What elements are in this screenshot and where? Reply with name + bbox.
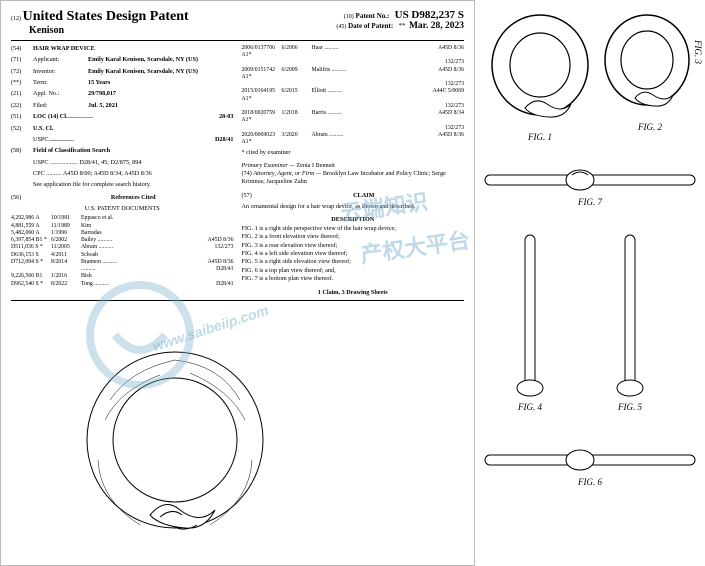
ref-row: 4,881,559 A11/1989Kim <box>11 223 234 230</box>
page-title: United States Design Patent <box>23 9 189 24</box>
fig-6: FIG. 6 <box>480 445 700 487</box>
references-head: References Cited <box>33 194 234 202</box>
filed-date: Jul. 5, 2021 <box>88 102 234 110</box>
inventor: Emily Karal Kenison, Scarsdale, NY (US) <box>88 68 234 76</box>
ref-row: 2020/0069023 A1*3/2020Abram ..........A4… <box>242 132 465 146</box>
left-column: (54)HAIR WRAP DEVICE (71)Applicant:Emily… <box>11 45 234 300</box>
ref-row: 2015/0164195 A1*6/2015Elliott ..........… <box>242 88 465 102</box>
appl-no: 29/798,017 <box>88 90 234 98</box>
ref-row: 2018/0020759 A1*1/2018Harris ..........A… <box>242 110 465 124</box>
fig-4: FIG. 4 <box>515 230 545 412</box>
ref-row: 4,292,986 A10/1981Eppasco et al. <box>11 215 234 222</box>
desc-line: FIG. 3 is a rear elevation view thereof; <box>242 242 465 250</box>
tag-12: (12) <box>11 16 21 22</box>
desc-line: FIG. 5 is a right side elevation view th… <box>242 258 465 266</box>
body-columns: (54)HAIR WRAP DEVICE (71)Applicant:Emily… <box>11 45 464 301</box>
desc-line: FIG. 7 is a bottom plan view thereof. <box>242 275 465 283</box>
ref-row: D962,540 S *8/2022Tong ..........D28/41 <box>11 281 234 288</box>
desc-line: FIG. 2 is a front elevation view thereof… <box>242 233 465 241</box>
cited-note: * cited by examiner <box>242 149 465 157</box>
claim-text: An ornamental design for a hair wrap dev… <box>242 203 465 211</box>
ref-row: D712,094 S *8/2014Brannon ..........A45D… <box>11 259 234 266</box>
ref-row: D511,036 S *11/2005Abram ..........132/2… <box>11 244 234 251</box>
patent-header: (12) United States Design Patent Kenison… <box>11 9 464 41</box>
desc-line: FIG. 1 is a right side perspective view … <box>242 225 465 233</box>
ref-row: 6,397,854 B1 *6/2002Bailey ..........A45… <box>11 237 234 244</box>
description-lines: FIG. 1 is a right side perspective view … <box>242 225 465 284</box>
references-table-2: 2006/0137706 A1*6/2006Haar ..........A45… <box>242 45 465 146</box>
examiner: Zenia I Bennett <box>296 162 335 169</box>
ref-row: 9,226,560 B11/2016Bish <box>11 273 234 280</box>
fig-5: FIG. 5 <box>615 230 645 412</box>
count-line: 1 Claim, 3 Drawing Sheets <box>242 289 465 297</box>
ref-row: 5,482,060 A1/1996Barradas <box>11 230 234 237</box>
patent-page: (12) United States Design Patent Kenison… <box>0 0 475 566</box>
ref-row: 2009/0151742 A1*6/2009Malifris .........… <box>242 67 465 81</box>
fig-3-label: FIG. 3 <box>693 40 703 64</box>
ref-row: D636,153 S4/2011Schoab <box>11 252 234 259</box>
uspd-head: U.S. PATENT DOCUMENTS <box>11 205 234 213</box>
right-column: 2006/0137706 A1*6/2006Haar ..........A45… <box>242 45 465 300</box>
main-figure <box>70 340 280 550</box>
desc-line: FIG. 4 is a left side elevation view the… <box>242 250 465 258</box>
invention-title: HAIR WRAP DEVICE <box>33 45 95 53</box>
fig-2-3: FIG. 2 <box>600 10 700 132</box>
claim-head: CLAIM <box>264 192 465 200</box>
description-head: DESCRIPTION <box>242 216 465 224</box>
term: 15 Years <box>88 79 234 87</box>
patent-number: US D982,237 S <box>395 9 464 21</box>
references-table: 4,292,986 A10/1981Eppasco et al.4,881,55… <box>11 215 234 287</box>
ref-row: ..........D28/41 <box>11 266 234 273</box>
header-left: (12) United States Design Patent Kenison <box>11 9 238 36</box>
applicant: Emily Karal Kenison, Scarsdale, NY (US) <box>88 56 234 64</box>
header-right: (10) Patent No.: US D982,237 S (45) Date… <box>238 9 465 36</box>
applicant-surname: Kenison <box>11 25 64 36</box>
ref-row: 2006/0137706 A1*6/2006Haar ..........A45… <box>242 45 465 59</box>
desc-line: FIG. 6 is a top plan view thereof; and, <box>242 267 465 275</box>
fig-1: FIG. 1 <box>485 10 595 142</box>
fig-7: FIG. 7 <box>480 165 700 207</box>
patent-date: Mar. 28, 2023 <box>409 21 464 31</box>
